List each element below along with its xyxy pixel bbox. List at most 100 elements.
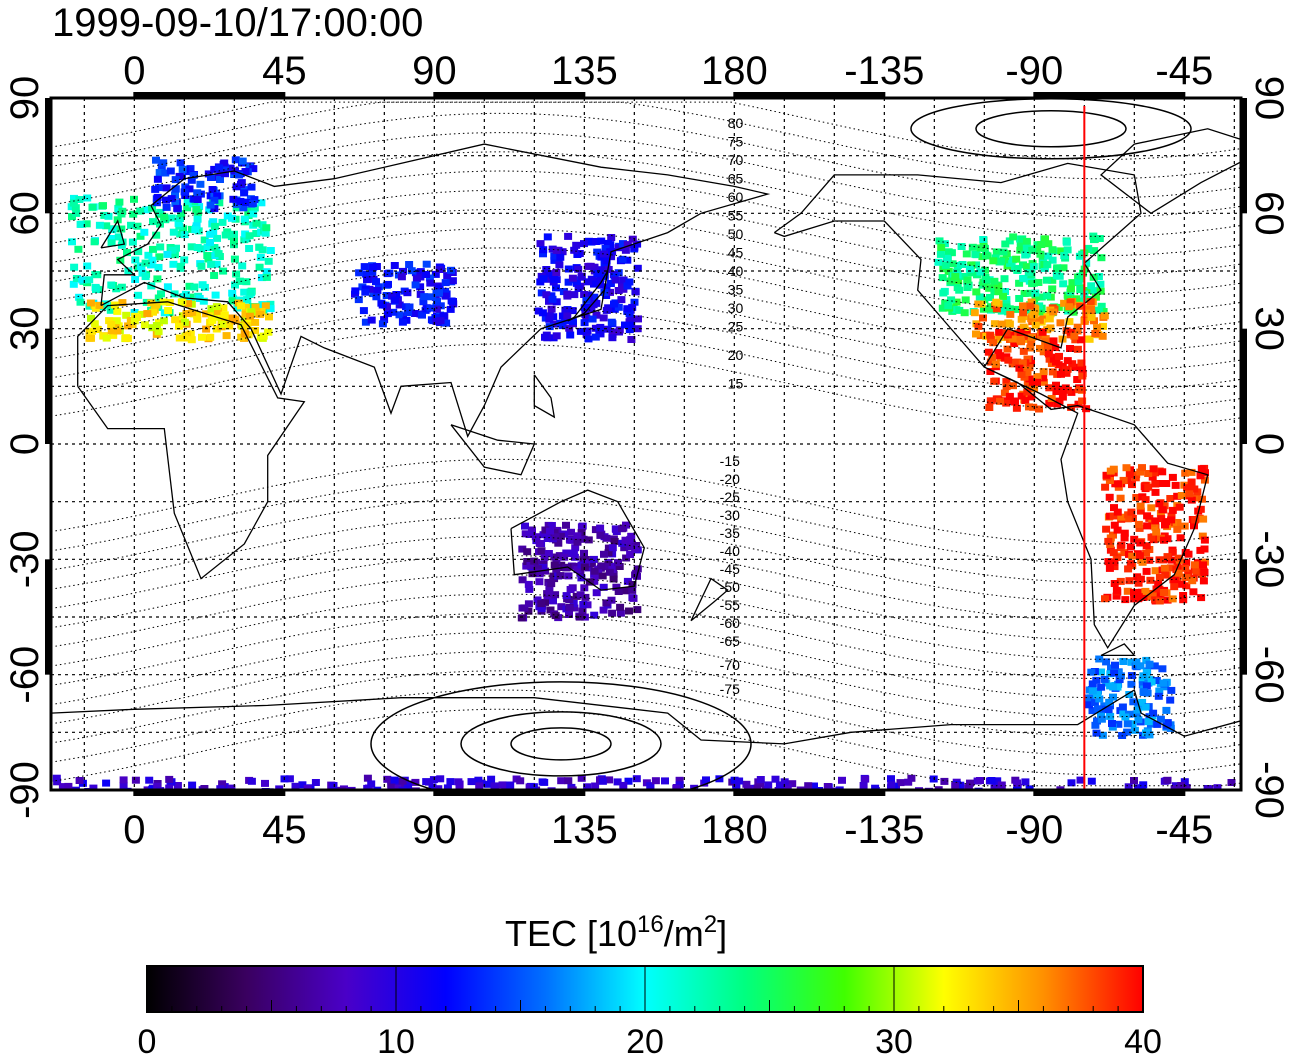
tec-cell [147, 261, 155, 269]
tec-cell [625, 278, 634, 286]
tec-cell [966, 779, 974, 787]
tec-cell [175, 322, 183, 330]
tec-cell [1125, 691, 1134, 698]
frame-tick [283, 790, 286, 796]
tec-cell [369, 263, 378, 271]
tec-cell [155, 169, 164, 176]
tec-cell [610, 537, 619, 545]
tec-cell [1177, 492, 1186, 499]
tec-cell [1136, 507, 1145, 515]
tec-cell [1153, 720, 1162, 728]
tec-cell [591, 333, 600, 341]
tec-cell [1114, 669, 1123, 677]
tec-cell [187, 176, 196, 184]
tec-cell [1102, 679, 1111, 687]
tec-cell [1073, 376, 1082, 383]
tec-cell [165, 775, 174, 783]
tec-cell [590, 577, 599, 585]
tec-cell [215, 164, 224, 172]
tec-cell [1190, 561, 1199, 569]
tec-cell [1048, 246, 1057, 254]
tec-cell [1095, 235, 1104, 242]
tec-cell [702, 776, 710, 784]
frame-bar [1242, 328, 1247, 444]
tec-cell [133, 222, 142, 230]
tec-cell [1171, 481, 1180, 489]
tec-cell [1019, 274, 1028, 282]
tec-cell [428, 783, 437, 790]
tec-cell [1040, 264, 1049, 272]
tec-cell [1043, 261, 1052, 269]
tec-cell [591, 526, 600, 534]
tec-cell [374, 283, 383, 291]
tec-cell [988, 353, 997, 361]
tec-cell [1027, 315, 1036, 323]
tec-cell [780, 778, 789, 786]
tec-cell [1073, 327, 1082, 335]
tec-cell [1110, 563, 1119, 571]
tec-cell [607, 234, 616, 241]
tec-cell [1088, 707, 1097, 715]
contour-label: 50 [728, 226, 744, 242]
tec-cell [298, 781, 307, 789]
tec-cell [552, 284, 560, 292]
tec-cell [533, 596, 542, 604]
tec-cell [593, 269, 602, 277]
tec-cell [1227, 779, 1236, 786]
tec-cell [1190, 522, 1198, 530]
tec-cell [1002, 329, 1011, 337]
tec-cell [71, 786, 80, 790]
tec-cell [210, 272, 219, 279]
tec-cell [404, 309, 412, 316]
tec-cell [143, 786, 152, 790]
tec-cell [1087, 668, 1096, 676]
contour-label: -60 [720, 615, 740, 631]
tec-cell [810, 782, 818, 790]
contour-label: -15 [720, 453, 740, 469]
tec-cell [236, 197, 245, 205]
lon-tick-label-bottom: 90 [412, 808, 457, 852]
tec-cell [587, 305, 596, 313]
tec-cell [524, 600, 533, 608]
tec-cell [1139, 593, 1148, 601]
tec-cell [1160, 536, 1168, 544]
tec-cell [226, 164, 235, 172]
tec-cell [230, 230, 238, 238]
tec-cell [1199, 515, 1208, 523]
tec-cell [163, 283, 172, 291]
tec-cell [623, 282, 632, 290]
tec-cell [552, 246, 561, 254]
tec-cell [147, 282, 156, 290]
tec-cell [1158, 665, 1167, 673]
tec-cell [525, 585, 534, 593]
tec-cell [1033, 378, 1041, 386]
tec-cell [145, 776, 154, 784]
tec-cell [235, 171, 244, 179]
tec-cell [972, 261, 981, 269]
tec-cell [1123, 728, 1132, 736]
tec-cell [162, 196, 170, 204]
tec-cell [550, 252, 559, 260]
tec-cell [523, 558, 532, 565]
lat-tick-label-right: 60 [1247, 191, 1291, 236]
tec-cell [1136, 502, 1145, 510]
tec-cell [425, 778, 433, 786]
tec-cell [227, 214, 236, 222]
tec-cell [193, 244, 202, 251]
lat-tick-label-left: 30 [3, 306, 47, 351]
tec-cell [217, 316, 226, 324]
tec-cell [131, 256, 140, 264]
contour-label: 55 [728, 208, 744, 224]
tec-cell [612, 525, 621, 533]
tec-cell [1043, 292, 1052, 300]
tec-cell [957, 243, 966, 250]
tec-cell [1134, 579, 1143, 587]
tec-cell [1130, 588, 1138, 596]
tec-cell [1097, 254, 1106, 262]
tec-cell [1167, 686, 1176, 694]
tec-cell [427, 293, 436, 301]
tec-cell [198, 281, 207, 289]
tec-cell [1160, 564, 1169, 572]
tec-cell [210, 165, 219, 173]
tec-cell [971, 250, 980, 258]
